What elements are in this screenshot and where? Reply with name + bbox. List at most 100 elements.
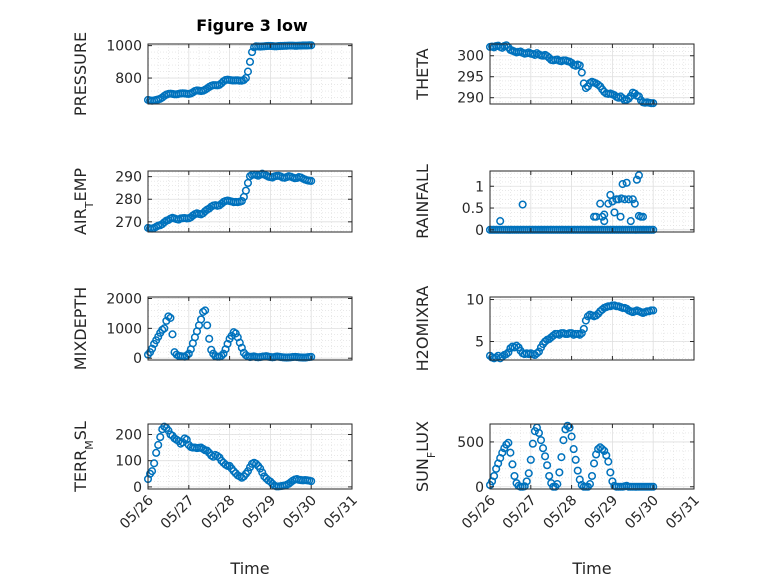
- data-point: [203, 321, 212, 330]
- x-tick-label: 05/26: [117, 492, 157, 532]
- data-point: [649, 482, 658, 491]
- data-point: [622, 178, 631, 187]
- data-point: [634, 211, 643, 220]
- axes-pressure: 800 1000 PRESSURE: [71, 32, 353, 116]
- y-axis-label-part: LUX: [413, 421, 432, 452]
- data-point: [148, 467, 157, 476]
- data-point: [555, 468, 564, 477]
- data-point: [587, 471, 597, 481]
- data-point: [534, 428, 544, 438]
- y-axis-label-part: AIR: [71, 208, 90, 235]
- data-point: [541, 452, 550, 461]
- data-point: [160, 324, 169, 333]
- data-point: [201, 306, 210, 315]
- data-point: [164, 426, 173, 435]
- axes-box: [147, 170, 353, 233]
- y-tick-label: 2000: [106, 291, 142, 307]
- data-point: [168, 330, 177, 339]
- data-point: [166, 313, 175, 322]
- data-point: [594, 80, 603, 89]
- data-point: [543, 461, 552, 470]
- data-point: [610, 208, 619, 217]
- y-tick-label: 290: [457, 91, 484, 107]
- x-tick-label: 05/30: [622, 493, 662, 533]
- data-point: [496, 217, 505, 226]
- data-point: [203, 446, 212, 455]
- y-tick-label: 500: [457, 435, 484, 451]
- data-point: [526, 455, 535, 464]
- y-axis-label: THETA: [413, 48, 432, 100]
- y-tick-label: 300: [457, 49, 484, 65]
- data-point: [585, 480, 595, 489]
- data-point: [258, 468, 267, 477]
- y-tick-label: 200: [115, 427, 142, 443]
- data-point: [247, 48, 257, 57]
- data-point: [567, 432, 576, 441]
- data-point: [649, 306, 658, 315]
- data-point: [600, 446, 609, 455]
- data-point: [231, 329, 240, 338]
- data-point: [632, 175, 641, 184]
- data-point: [207, 345, 216, 354]
- data-point: [596, 199, 605, 208]
- y-axis-label: AIRTEMP: [71, 168, 96, 235]
- y-tick-label: 100: [115, 454, 142, 470]
- data-point: [528, 439, 537, 448]
- y-axis-label-part: SUN: [413, 458, 432, 492]
- y-tick-label: 1000: [106, 321, 142, 337]
- x-axis-label: Time: [229, 559, 269, 578]
- data-point: [237, 196, 246, 206]
- y-tick-label: 5: [475, 335, 484, 351]
- data-point: [571, 455, 580, 464]
- axes-box: [489, 423, 695, 490]
- axes-box: [489, 170, 695, 233]
- data-point: [575, 330, 584, 339]
- data-point: [518, 200, 527, 209]
- data-point: [579, 324, 588, 333]
- data-point: [502, 440, 511, 449]
- y-axis-label-part: EMP: [71, 168, 90, 202]
- x-tick-label: 05/29: [239, 493, 279, 533]
- y-tick-label: 0: [475, 223, 484, 239]
- y-tick-label: 0.5: [462, 201, 484, 217]
- y-axis-label-subscript: T: [83, 201, 96, 209]
- data-point: [217, 351, 226, 360]
- axes-h2omixra: 5 10 H2OMIXRA: [413, 286, 695, 371]
- data-point: [628, 195, 637, 204]
- y-tick-label: 10: [466, 293, 484, 309]
- data-point: [156, 433, 165, 442]
- axes-box: [147, 43, 353, 105]
- x-axis-label: Time: [571, 559, 611, 578]
- data-point: [239, 75, 248, 85]
- data-point: [504, 438, 513, 447]
- data-point: [148, 344, 157, 353]
- y-tick-label: 0: [133, 351, 142, 367]
- data-point: [617, 194, 626, 203]
- y-axis-label-subscript: M: [83, 440, 96, 450]
- data-point: [577, 68, 586, 77]
- data-point: [196, 315, 206, 324]
- data-point: [649, 225, 658, 234]
- data-point: [577, 329, 586, 338]
- figure-title: Figure 3 low: [196, 16, 308, 35]
- data-point: [512, 341, 521, 350]
- data-point: [604, 457, 613, 466]
- y-tick-label: 0: [133, 480, 142, 496]
- data-point: [608, 477, 617, 486]
- data-point: [575, 61, 584, 70]
- axes-box: [489, 296, 695, 361]
- data-point: [522, 477, 531, 486]
- data-point: [205, 334, 214, 343]
- data-point: [307, 176, 316, 185]
- data-point: [241, 186, 250, 195]
- data-point: [538, 444, 548, 453]
- data-point: [524, 469, 533, 478]
- data-point: [545, 471, 554, 481]
- y-tick-label: 800: [115, 71, 142, 87]
- data-point: [638, 212, 648, 221]
- y-axis-label: MIXDEPTH: [71, 287, 90, 370]
- data-point: [589, 459, 599, 468]
- data-point: [229, 467, 238, 476]
- data-point: [630, 199, 639, 208]
- data-point: [618, 180, 627, 189]
